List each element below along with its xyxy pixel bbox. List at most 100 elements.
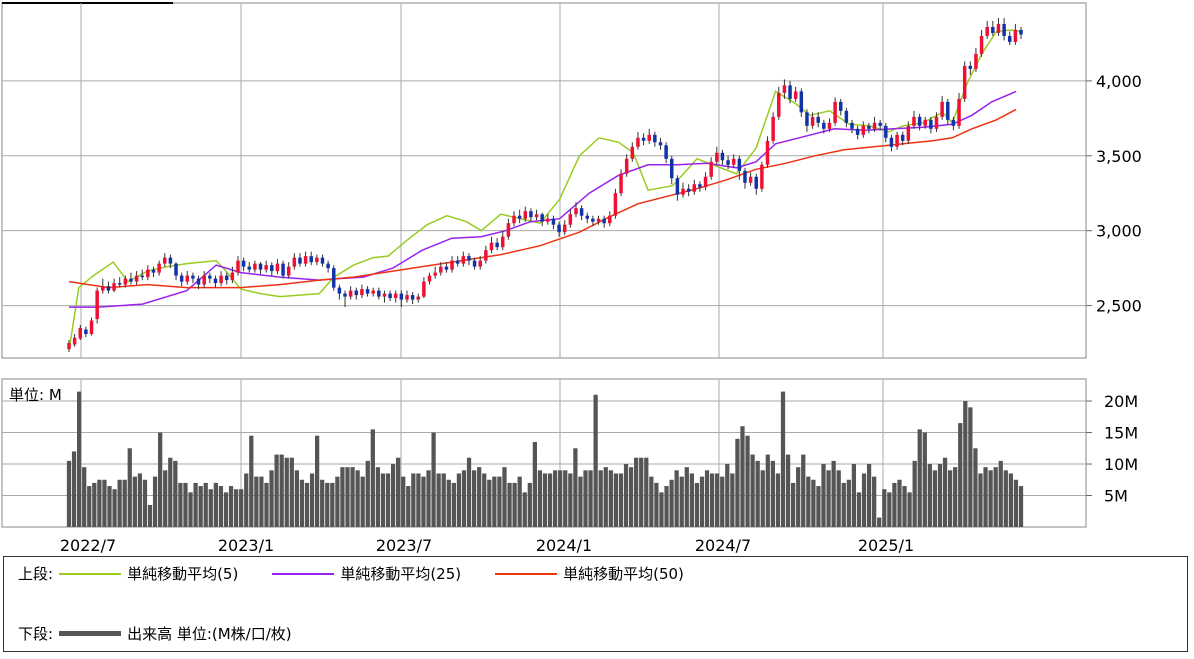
volume-bar (699, 476, 705, 527)
candle-body (692, 184, 697, 192)
candle (495, 238, 499, 251)
candle-body (1007, 35, 1012, 42)
candle (489, 236, 494, 254)
candle-body (872, 122, 877, 129)
volume-bar (259, 476, 264, 527)
candle (602, 215, 606, 228)
candle (326, 260, 330, 273)
volume-unit-label: 単位: M (9, 386, 62, 404)
legend-swatch-ma50 (495, 572, 558, 575)
candle (450, 256, 454, 273)
candle-body (185, 275, 190, 282)
volume-bar (932, 470, 938, 527)
legend-label-volume: 出来高 単位:(M株/口/枚) (127, 625, 292, 643)
candle (174, 262, 178, 281)
volume-bar (173, 460, 178, 527)
volume-bar (193, 482, 198, 527)
volume-bar (507, 482, 512, 527)
upper-panel-frame (1, 2, 1087, 359)
candle-body (348, 290, 353, 297)
candle (900, 131, 905, 146)
candle (574, 202, 578, 218)
candle-body (720, 152, 725, 161)
candle (940, 95, 944, 120)
candle-body (388, 293, 392, 299)
candle (332, 265, 336, 291)
volume-bar (861, 473, 867, 527)
candle-body (117, 283, 122, 285)
candle (658, 137, 663, 150)
volume-bar (122, 479, 127, 527)
volume-bar (649, 476, 654, 527)
volume-bar (856, 492, 862, 527)
candle-body (675, 178, 680, 195)
candle (371, 287, 375, 297)
candle (962, 61, 967, 102)
volume-bar (775, 473, 781, 527)
volume-bar (396, 457, 401, 527)
candle (427, 272, 432, 285)
volume-bar (872, 476, 877, 527)
candle-body (258, 263, 263, 270)
volume-bar (309, 473, 315, 527)
candle-body (962, 65, 967, 99)
volume-bar (406, 486, 411, 527)
candle (337, 284, 342, 300)
chart-canvas: 4,000 3,500 3,000 2,500 20M 15M 10M 5M 2022/7 202… (1, 2, 1142, 555)
volume-bar (132, 476, 137, 527)
volume-bar (770, 460, 775, 527)
volume-bar (117, 479, 122, 527)
candle (608, 211, 612, 227)
candle-body (760, 164, 764, 189)
candle (523, 206, 528, 222)
volume-bar (350, 467, 355, 527)
volume-bar (851, 464, 857, 527)
upper-ytick-label: 3,500 (1096, 147, 1142, 166)
candle-body (991, 26, 995, 33)
volume-bar (436, 473, 441, 527)
candle (822, 119, 826, 134)
candle-body (455, 260, 460, 264)
volume-bar (107, 486, 112, 527)
volume-bar (613, 473, 619, 527)
candle-body (495, 242, 499, 248)
volume-bar (223, 492, 229, 527)
candle (833, 97, 837, 126)
candle (185, 271, 190, 285)
candle (731, 154, 736, 168)
ma-line-0 (68, 29, 1022, 351)
candle-body (101, 286, 105, 291)
candle-body (129, 278, 133, 282)
candle-body (89, 320, 94, 335)
volume-bar (168, 457, 173, 527)
candle (506, 218, 511, 240)
upper-panel-grid (1, 2, 1087, 359)
volume-bar (937, 464, 943, 527)
candle (84, 326, 88, 338)
volume-bar (527, 482, 532, 527)
candle-body (777, 92, 781, 117)
candle (512, 211, 516, 227)
candle (157, 260, 161, 276)
volume-bar (228, 486, 234, 527)
candle (613, 188, 618, 219)
candle-body (112, 283, 116, 291)
volume-bar (679, 476, 684, 527)
candle-body (72, 337, 77, 345)
candle-body (912, 116, 916, 126)
candle (675, 175, 680, 201)
candle (562, 220, 567, 236)
candle-body (472, 260, 477, 267)
volume-bar (345, 467, 350, 527)
candle-body (664, 145, 668, 159)
volume-bar (801, 454, 806, 527)
candle-body (371, 290, 375, 294)
candle-body (517, 215, 522, 219)
candle-body (399, 293, 404, 300)
candle-body (151, 269, 156, 273)
candle (258, 262, 263, 275)
candle-body (551, 218, 556, 225)
ma-line-1 (69, 90, 1017, 308)
candle (106, 281, 111, 294)
candle-body (433, 272, 437, 276)
